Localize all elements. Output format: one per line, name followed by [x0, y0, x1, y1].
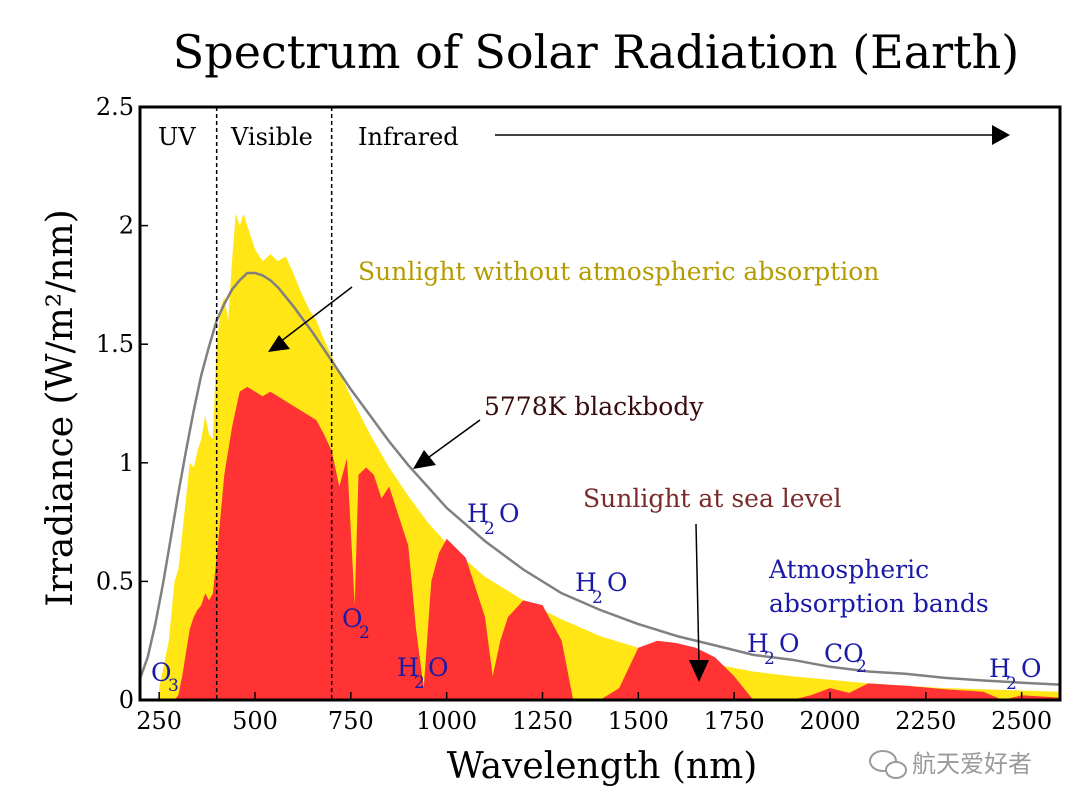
absorption-label-co2: CO 2 — [824, 639, 867, 677]
watermark-text: 航天爱好者 — [912, 750, 1032, 778]
x-tick-label: 250 — [136, 707, 182, 735]
svg-text:2: 2 — [764, 649, 775, 669]
y-tick-label: 1 — [119, 449, 134, 477]
x-tick-label: 2250 — [895, 707, 956, 735]
y-tick-label: 2.5 — [96, 93, 134, 121]
x-tick-label: 1250 — [512, 707, 573, 735]
absorption-label-o3: O 3 — [151, 658, 179, 696]
wechat-icon — [869, 750, 907, 779]
absorption-label-h2o-1400: H 2 O — [575, 568, 628, 608]
x-tick-label: 1500 — [608, 707, 669, 735]
watermark: 航天爱好者 — [869, 750, 1032, 779]
annotation-absorption-bands: absorption bands — [769, 589, 989, 618]
x-tick-label: 2000 — [799, 707, 860, 735]
y-axis-ticks: 0 0.5 1 1.5 2 2.5 — [96, 93, 148, 714]
y-tick-label: 1.5 — [96, 330, 134, 358]
svg-text:O: O — [428, 653, 449, 682]
region-label-infrared: Infrared — [358, 123, 459, 151]
arrow-to-toa-area — [268, 286, 353, 352]
sunlight-at-sea-level-area — [174, 386, 1060, 700]
annotation-sunlight-without-absorption: Sunlight without atmospheric absorption — [358, 257, 879, 286]
svg-text:2: 2 — [484, 519, 495, 539]
svg-text:H: H — [747, 629, 769, 658]
absorption-label-h2o-1100: H 2 O — [467, 499, 520, 539]
y-axis-label: Irradiance (W/m²/nm) — [40, 209, 81, 606]
region-label-uv: UV — [158, 123, 196, 151]
svg-text:H: H — [467, 499, 489, 528]
arrow-to-blackbody-curve — [413, 419, 481, 469]
absorption-label-o2: O 2 — [342, 604, 370, 643]
region-label-visible: Visible — [230, 123, 313, 151]
absorption-label-h2o-2500: H 2 O — [989, 654, 1042, 694]
annotation-blackbody: 5778K blackbody — [484, 392, 704, 421]
absorption-label-h2o-1870: H 2 O — [747, 629, 800, 669]
plot-area — [140, 213, 1060, 700]
x-tick-label: 1000 — [416, 707, 477, 735]
x-axis-ticks: 250 500 750 1000 1250 1500 1750 2000 2250 2500 — [136, 692, 1052, 735]
svg-text:O: O — [779, 629, 800, 658]
absorption-label-h2o-920: H 2 O — [397, 653, 449, 693]
svg-text:O: O — [1021, 654, 1042, 683]
svg-text:2: 2 — [856, 657, 867, 677]
x-axis-label: Wavelength (nm) — [447, 746, 758, 787]
x-tick-label: 500 — [232, 707, 278, 735]
y-tick-label: 2 — [119, 212, 134, 240]
svg-text:2: 2 — [592, 588, 603, 608]
svg-text:O: O — [607, 568, 628, 597]
y-tick-label: 0.5 — [96, 567, 134, 595]
svg-text:2: 2 — [414, 673, 425, 693]
infrared-arrow — [495, 125, 1010, 145]
svg-text:CO: CO — [824, 639, 864, 668]
svg-text:2: 2 — [1006, 674, 1017, 694]
x-tick-label: 750 — [328, 707, 374, 735]
svg-text:O: O — [342, 604, 363, 633]
svg-text:H: H — [575, 568, 597, 597]
svg-text:O: O — [499, 499, 520, 528]
svg-text:O: O — [151, 658, 172, 687]
plot-frame — [138, 105, 1062, 702]
svg-text:H: H — [989, 654, 1011, 683]
x-tick-label: 2500 — [991, 707, 1052, 735]
y-tick-label: 0 — [119, 686, 134, 714]
annotation-sunlight-at-sea-level: Sunlight at sea level — [583, 484, 842, 513]
svg-text:2: 2 — [359, 623, 370, 643]
x-tick-label: 1750 — [704, 707, 765, 735]
svg-text:H: H — [397, 653, 419, 682]
svg-text:3: 3 — [168, 676, 179, 696]
arrow-to-sea-level-area — [689, 523, 709, 682]
annotation-atmospheric: Atmospheric — [768, 555, 929, 584]
chart-title: Spectrum of Solar Radiation (Earth) — [173, 25, 1019, 79]
